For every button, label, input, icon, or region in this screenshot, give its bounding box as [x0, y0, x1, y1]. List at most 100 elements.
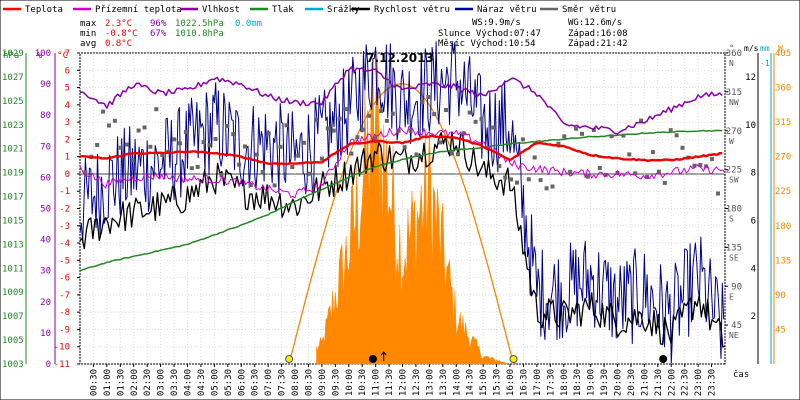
w-tick-label: 315 — [775, 118, 791, 128]
wind-direction-point — [450, 151, 454, 156]
x-tick-label: 09:00 — [318, 369, 328, 396]
wind-direction-point — [627, 152, 632, 157]
wind-direction-point — [201, 140, 206, 145]
x-tick-label: 12:30 — [412, 369, 422, 396]
wind-direction-point — [367, 113, 372, 118]
x-tick-label: 17:30 — [546, 369, 556, 396]
wind-direction-point — [160, 152, 165, 157]
x-tick-label: 22:00 — [667, 369, 677, 396]
w-tick-label: 180 — [775, 222, 791, 232]
x-tick-label: 08:00 — [291, 369, 301, 396]
deg-tick-label: 315 — [726, 88, 742, 98]
w-tick-label: 270 — [775, 153, 791, 163]
wind-direction-point — [716, 191, 720, 196]
legend-label: Přízemní teplota — [95, 5, 182, 15]
wind-direction-point — [420, 100, 425, 105]
stats-pressure: 1010.8hPa — [175, 29, 224, 39]
x-tick-label: 17:00 — [533, 369, 543, 396]
wind-direction-point — [479, 117, 484, 121]
wind-direction-point — [172, 137, 177, 142]
wind-direction-point — [260, 169, 265, 174]
wind-direction-point — [526, 177, 531, 182]
w-tick-label: 45 — [775, 325, 786, 335]
x-tick-label: 02:00 — [130, 369, 140, 396]
wind-direction-point — [343, 107, 348, 112]
c-tick-label: -4 — [59, 239, 70, 249]
wind-direction-point — [455, 152, 460, 157]
hpa-tick-label: 1009 — [2, 288, 24, 298]
x-tick-label: 04:30 — [197, 369, 207, 396]
wind-direction-point — [633, 171, 638, 176]
sunrise-marker — [285, 355, 294, 363]
x-tick-label: 23:00 — [694, 369, 704, 396]
wind-direction-point — [680, 145, 685, 150]
x-tick-label: 00:30 — [89, 369, 99, 396]
info-sun: Slunce Východ:07:47 — [438, 29, 541, 39]
wind-direction-point — [668, 128, 673, 133]
legend-label: Směr větru — [562, 5, 616, 15]
hpa-tick-label: 1003 — [2, 360, 24, 370]
wind-direction-point — [538, 178, 543, 183]
stats-label: max — [80, 19, 97, 29]
deg-tick-label: 90 — [731, 282, 742, 292]
dir-tick-label: W — [729, 137, 734, 146]
ms-tick-label: 10 — [745, 121, 756, 131]
stats-pressure: 1022.5hPa — [175, 19, 224, 29]
wind-direction-point — [414, 152, 419, 157]
wind-direction-point — [130, 158, 135, 163]
pct-tick-label: 30 — [40, 267, 51, 277]
ms-tick-label: 2 — [751, 312, 756, 322]
hpa-tick-label: 1019 — [2, 169, 24, 179]
sunset-marker — [509, 355, 518, 363]
wind-direction-point — [189, 166, 194, 171]
wind-direction-point — [379, 109, 383, 114]
x-tick-label: 07:00 — [264, 369, 274, 396]
c-tick-label: 0 — [65, 170, 70, 180]
c-tick-label: 2 — [65, 135, 70, 145]
c-tick-label: -6 — [59, 274, 70, 284]
wind-direction-point — [503, 175, 508, 180]
info-moonset: Západ:21:42 — [568, 39, 628, 49]
ms-tick-label: 8 — [751, 169, 756, 179]
x-tick-label: 23:30 — [708, 369, 718, 396]
wind-direction-point — [461, 131, 466, 136]
legend-label: Vlhkost — [202, 5, 240, 15]
x-tick-label: 10:00 — [345, 369, 355, 396]
wind-direction-point — [248, 183, 253, 187]
wind-direction-point — [544, 186, 549, 191]
wind-direction-point — [296, 153, 301, 158]
x-tick-label: 16:00 — [506, 369, 516, 396]
wind-direction-point — [556, 141, 561, 146]
x-tick-label: 19:00 — [587, 369, 597, 396]
wind-direction-point — [118, 145, 123, 150]
wind-direction-point — [674, 133, 679, 138]
c-tick-label: 5 — [65, 84, 70, 94]
wind-direction-point — [95, 143, 100, 147]
c-tick-label: -3 — [59, 222, 70, 232]
c-tick-label: -10 — [54, 343, 70, 353]
ground-temperature-line — [79, 125, 726, 199]
wind-direction-point — [568, 169, 573, 174]
theoretical-radiation-line — [288, 83, 516, 365]
ms-tick-label: 4 — [751, 264, 756, 274]
x-tick-label: 13:00 — [425, 369, 435, 396]
x-tick-label: 18:00 — [560, 369, 570, 396]
wind-direction-point — [278, 144, 283, 149]
c-tick-label: -5 — [59, 256, 70, 266]
wind-direction-point — [319, 156, 324, 161]
wind-speed-line — [79, 132, 726, 348]
wind-direction-point — [520, 137, 525, 142]
wind-direction-point — [325, 126, 330, 131]
c-tick-label: -8 — [59, 308, 70, 318]
wind-direction-point — [308, 171, 312, 176]
deg-tick-label: 225 — [726, 166, 742, 176]
legend-label: Teplota — [25, 5, 63, 15]
pct-tick-label: 100 — [35, 49, 51, 59]
x-tick-label: 07:30 — [278, 369, 288, 396]
wind-direction-point — [112, 118, 117, 123]
pct-tick-label: 0 — [46, 360, 51, 370]
pct-tick-label: 20 — [40, 298, 51, 308]
pct-tick-label: 40 — [40, 236, 51, 246]
